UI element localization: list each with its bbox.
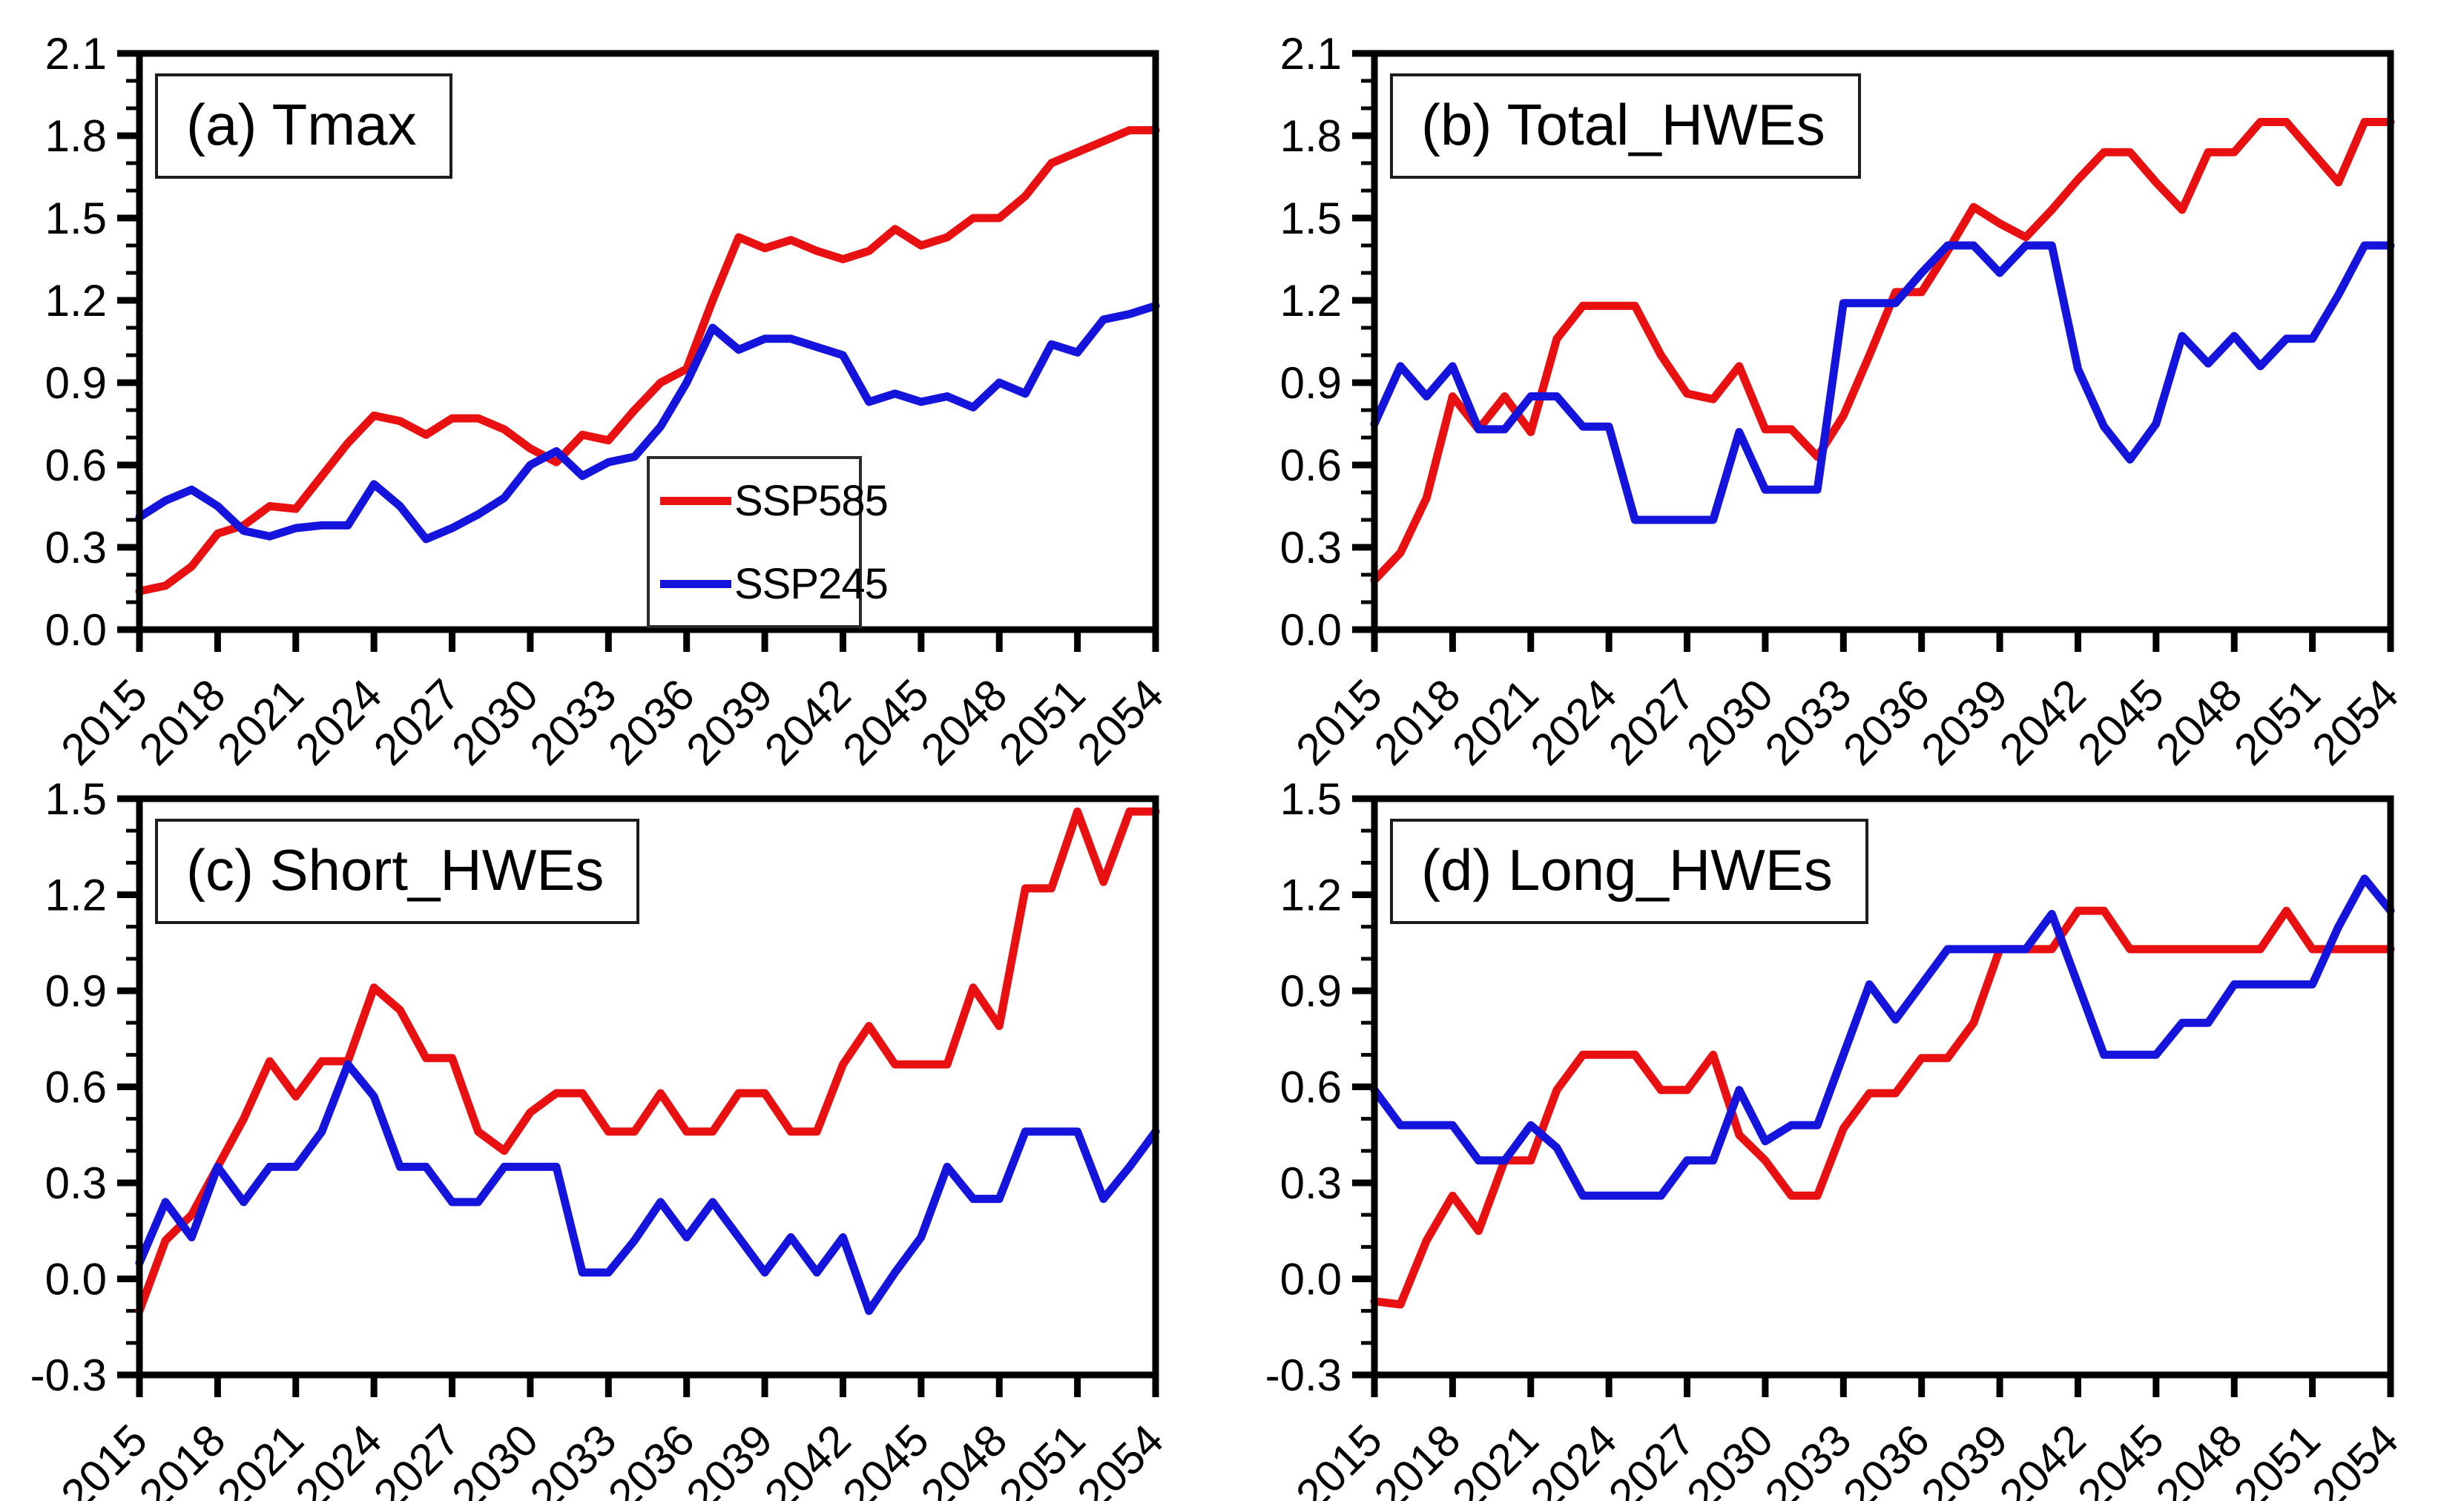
- x-tick-label: 2021: [208, 670, 313, 775]
- y-tick-label: 2.1: [1280, 29, 1342, 79]
- y-tick-label: 1.5: [45, 194, 107, 243]
- y-tick-label: 0.3: [45, 523, 107, 573]
- x-tick-label: 2030: [442, 670, 547, 775]
- legend: SSP585 SSP245: [647, 456, 889, 628]
- x-tick-label: 2042: [755, 670, 860, 775]
- panel-d-ssp245-line: [1370, 874, 2395, 1200]
- x-tick-label: 2018: [130, 670, 235, 775]
- x-tick-label: 2036: [1834, 670, 1939, 775]
- y-tick-label: 1.5: [1280, 194, 1342, 243]
- ssp245-line-sample: [660, 579, 731, 588]
- x-tick-label: 2051: [989, 670, 1095, 775]
- panel-a: 0.0 0.3 0.6 0.9 1.2 1.5 1.8 2.1 2015201820212024…: [45, 29, 1173, 775]
- y-tick-label: 0.6: [1280, 441, 1342, 490]
- x-tick-label: 2030: [1677, 670, 1782, 775]
- x-tick-label: 2018: [1365, 670, 1470, 775]
- y-tick-label: 0.6: [45, 441, 107, 490]
- legend-row-ssp245: SSP245: [650, 559, 889, 609]
- panel-b-ssp245-line: [1370, 241, 2395, 524]
- panel-c-ssp585-line: [135, 807, 1160, 1316]
- x-tick-label: 2051: [2224, 670, 2330, 775]
- y-tick-label: 0.9: [1280, 358, 1342, 408]
- x-tick-label: 2015: [51, 670, 157, 775]
- y-tick-label: 1.2: [1280, 871, 1342, 920]
- y-tick-label: 1.5: [1280, 774, 1342, 824]
- panel-a-ssp245-line: [135, 301, 1160, 544]
- x-tick-label: 2027: [364, 670, 470, 775]
- x-tick-label: 2024: [1521, 670, 1627, 775]
- legend-label-ssp245: SSP245: [734, 559, 889, 608]
- x-tick-label: 2039: [1912, 670, 2017, 775]
- panel-b-title: (b) Total_HWEs: [1390, 73, 1861, 179]
- panel-a-title: (a) Tmax: [155, 73, 452, 179]
- panel-d-ssp585-line: [1370, 906, 2395, 1309]
- y-tick-label: 0.3: [1280, 1158, 1342, 1208]
- y-tick-label: 1.8: [45, 111, 107, 161]
- y-tick-label: 1.2: [45, 276, 107, 326]
- x-tick-label: 2048: [2147, 670, 2252, 775]
- panel-d-title: (d) Long_HWEs: [1390, 819, 1868, 924]
- y-tick-label: 1.2: [45, 871, 107, 920]
- y-tick-label: 0.0: [1280, 1255, 1342, 1304]
- y-tick-label: 0.6: [45, 1063, 107, 1112]
- panel-b: 0.0 0.3 0.6 0.9 1.2 1.5 1.8 2.1 2015201820212024…: [1280, 29, 2408, 775]
- y-tick-label: 0.0: [45, 605, 107, 655]
- y-tick-label: 0.0: [1280, 605, 1342, 655]
- panel-d-frame: [1371, 795, 2394, 1379]
- panel-a-frame: [136, 50, 1159, 633]
- x-tick-label: 2033: [1756, 670, 1861, 775]
- legend-label-ssp585: SSP585: [734, 476, 889, 525]
- y-tick-label: 0.3: [45, 1158, 107, 1208]
- x-tick-label: 2042: [1990, 670, 2095, 775]
- x-tick-label: 2039: [677, 670, 783, 775]
- y-tick-label: 0.9: [45, 358, 107, 408]
- x-tick-label: 2054: [2302, 670, 2408, 775]
- y-tick-label: 1.8: [1280, 111, 1342, 161]
- ssp585-line-sample: [660, 496, 731, 505]
- y-tick-label: 1.5: [45, 774, 107, 824]
- panel-c-frame: [136, 795, 1159, 1379]
- panel-b-frame: [1371, 50, 2394, 633]
- y-tick-label: 1.2: [1280, 276, 1342, 326]
- x-tick-label: 2015: [1286, 670, 1391, 775]
- x-tick-label: 2048: [912, 670, 1017, 775]
- y-tick-label: 0.3: [1280, 523, 1342, 573]
- x-tick-label: 2054: [1067, 670, 1173, 775]
- y-tick-label: 0.0: [45, 1255, 107, 1304]
- x-tick-label: 2024: [286, 670, 392, 775]
- panel-b-ssp585-line: [1370, 118, 2395, 584]
- x-tick-label: 2045: [2068, 670, 2173, 775]
- panel-c-ssp245-line: [135, 1060, 1160, 1316]
- legend-row-ssp585: SSP585: [650, 476, 889, 526]
- x-tick-label: 2036: [599, 670, 704, 775]
- y-tick-label: 0.9: [1280, 966, 1342, 1016]
- x-tick-label: 2033: [521, 670, 626, 775]
- y-tick-label: 2.1: [45, 29, 107, 79]
- x-tick-label: 2027: [1599, 670, 1704, 775]
- panel-c-title: (c) Short_HWEs: [155, 819, 640, 924]
- y-tick-label: 0.9: [45, 966, 107, 1016]
- x-tick-label: 2021: [1443, 670, 1548, 775]
- y-tick-label: -0.3: [1265, 1350, 1342, 1400]
- y-tick-label: 0.6: [1280, 1063, 1342, 1112]
- y-tick-label: -0.3: [30, 1350, 107, 1400]
- x-tick-label: 2045: [833, 670, 938, 775]
- panel-a-ssp585-line: [135, 126, 1160, 596]
